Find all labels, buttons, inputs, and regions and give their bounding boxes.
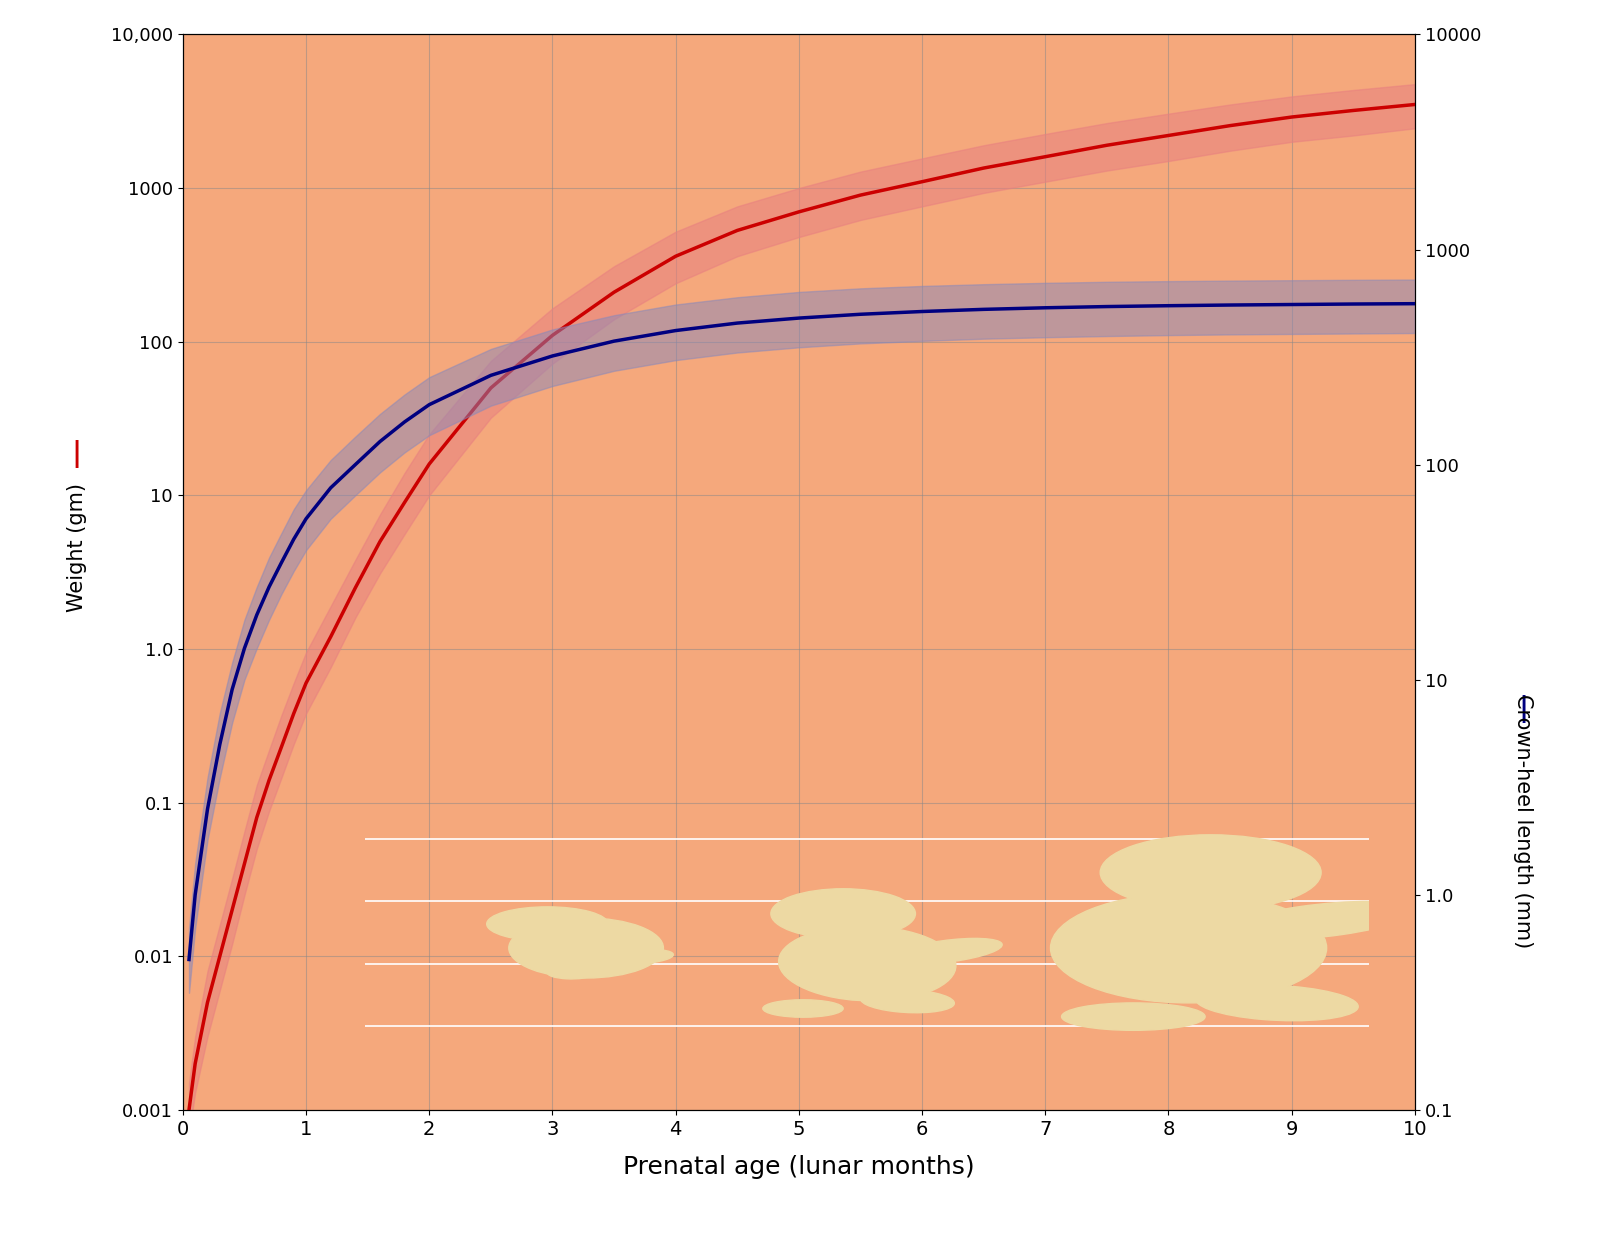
Text: Crown-heel length (mm): Crown-heel length (mm): [1514, 694, 1533, 948]
X-axis label: Prenatal age (lunar months): Prenatal age (lunar months): [622, 1156, 974, 1179]
Text: Weight (gm): Weight (gm): [67, 483, 86, 612]
Text: |: |: [72, 440, 82, 468]
Text: |: |: [1518, 695, 1528, 723]
